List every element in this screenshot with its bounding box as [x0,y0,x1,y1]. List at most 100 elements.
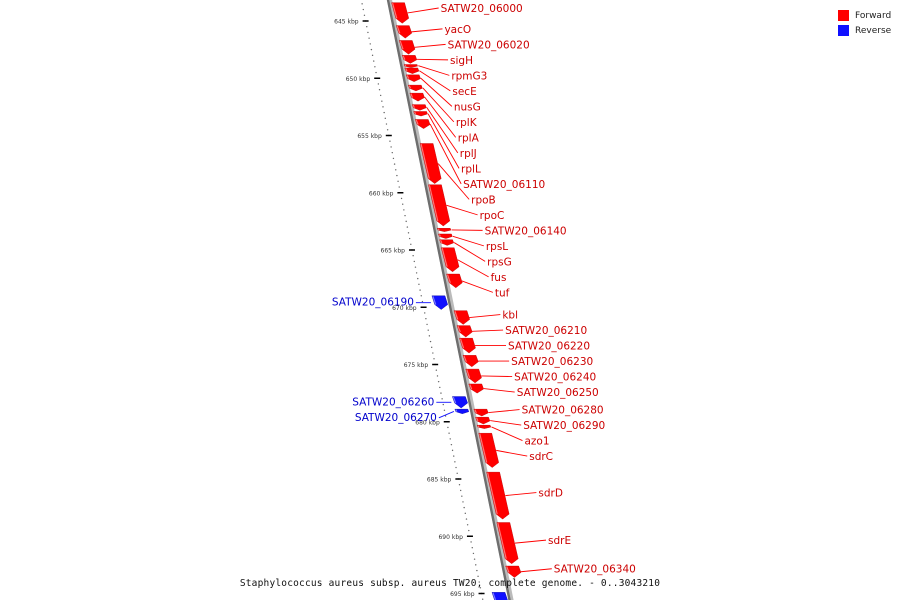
scale-dot [420,295,422,297]
gene-label[interactable]: SATW20_06340 [554,564,636,576]
gene-label[interactable]: SATW20_06250 [517,387,599,399]
gene-rpsG[interactable] [439,239,454,246]
gene-label[interactable]: sigH [450,55,473,67]
scale-tick-label: 670 kbp [392,305,417,312]
gene-label[interactable]: yacO [444,24,471,36]
scale-dot [443,409,446,411]
gene-kbl[interactable] [453,310,470,325]
gene-SATW20_06230[interactable] [462,355,479,368]
gene-sigH[interactable] [401,55,418,64]
gene-nusG[interactable] [405,74,421,82]
gene-rpmG3[interactable] [403,64,418,68]
gene-label[interactable]: sdrD [538,488,563,500]
gene-label[interactable]: SATW20_06210 [505,325,587,337]
gene-SATW20_06020[interactable] [398,40,416,55]
gene-features [391,2,522,600]
scale-dot [432,352,434,354]
gene-rpoC[interactable] [428,184,451,227]
gene-unlabeled[interactable] [491,592,508,600]
gene-label[interactable]: secE [452,86,476,98]
gene-SATW20_06340[interactable] [505,565,522,578]
gene-SATW20_06140[interactable] [436,228,452,232]
gene-label[interactable]: sdrC [529,451,553,463]
scale-dot [419,289,421,291]
gene-rplL[interactable] [413,111,428,117]
gene-label[interactable]: azo1 [524,436,549,448]
gene-leader [457,259,489,278]
gene-label[interactable]: rpoB [471,194,496,206]
gene-label[interactable]: tuf [495,287,510,299]
gene-label[interactable]: rplK [456,117,478,129]
gene-label[interactable]: sdrE [548,535,571,547]
scale-dot [475,564,477,566]
gene-rpoB[interactable] [419,143,442,184]
gene-label[interactable]: SATW20_06220 [508,341,590,353]
gene-label[interactable]: SATW20_06000 [441,3,523,15]
gene-label[interactable]: SATW20_06140 [485,225,567,237]
gene-rplJ[interactable] [411,104,427,111]
legend-reverse: Reverse [838,23,891,38]
gene-label[interactable]: rpoC [480,210,505,222]
gene-leader [491,426,523,442]
gene-SATW20_06260[interactable] [452,396,468,409]
gene-SATW20_06240[interactable] [465,368,482,384]
gene-SATW20_06210[interactable] [456,325,473,338]
gene-highlight [399,40,404,50]
gene-tuf[interactable] [446,273,463,289]
gene-label[interactable]: kbl [502,310,518,322]
gene-fus[interactable] [440,247,460,273]
scale-dot [461,495,463,497]
gene-leader [420,77,453,107]
gene-rplK[interactable] [407,84,423,92]
gene-label[interactable]: SATW20_06240 [514,372,596,384]
legend-forward: Forward [838,8,891,23]
gene-label[interactable]: SATW20_06270 [355,412,437,424]
gene-label[interactable]: fus [491,272,507,284]
scale-dot [441,398,443,400]
gene-azo1[interactable] [476,424,492,429]
gene-leader [472,329,504,332]
gene-SATW20_06190[interactable] [431,295,448,310]
gene-SATW20_06250[interactable] [468,383,484,394]
gene-leader [469,314,501,319]
backbone-line [386,0,511,600]
scale-dot [449,438,451,440]
gene-SATW20_06220[interactable] [459,337,476,354]
gene-label[interactable]: nusG [454,101,481,113]
gene-SATW20_06110[interactable] [414,119,431,129]
gene-label[interactable]: rpmG3 [451,70,487,82]
scale-dot [429,340,432,343]
gene-sdrC[interactable] [478,433,499,468]
gene-label[interactable]: SATW20_06190 [332,297,414,309]
gene-label[interactable]: rpsL [486,241,508,253]
scale-dot [478,581,480,583]
gene-highlight [497,522,507,559]
gene-label[interactable]: rpsG [487,256,512,268]
gene-secE[interactable] [404,67,420,74]
gene-rplA[interactable] [409,92,425,102]
gene-label[interactable]: rplL [461,163,481,175]
gene-SATW20_06290[interactable] [475,416,491,425]
gene-label[interactable]: SATW20_06260 [352,396,434,408]
scale-dot [386,129,389,131]
gene-label[interactable]: SATW20_06230 [511,356,593,368]
scale-dot [424,312,426,314]
gene-label[interactable]: SATW20_06280 [522,405,604,417]
gene-label[interactable]: SATW20_06110 [463,179,545,191]
gene-SATW20_06270[interactable] [454,408,470,414]
scale-dot [405,220,407,223]
gene-sdrE[interactable] [496,522,519,564]
gene-highlight [412,104,415,108]
scale-tick-label: 695 kbp [450,591,475,598]
gene-SATW20_06280[interactable] [473,408,489,417]
gene-rpsL[interactable] [438,233,453,239]
gene-highlight [457,325,461,333]
gene-label[interactable]: rplA [458,132,480,144]
gene-label[interactable]: SATW20_06020 [448,39,530,51]
gene-SATW20_06000[interactable] [391,2,409,24]
scale-dot [400,197,403,200]
gene-yacO[interactable] [395,25,412,39]
gene-sdrD[interactable] [486,471,510,520]
gene-label[interactable]: SATW20_06290 [523,420,605,432]
gene-label[interactable]: rplJ [460,148,477,160]
